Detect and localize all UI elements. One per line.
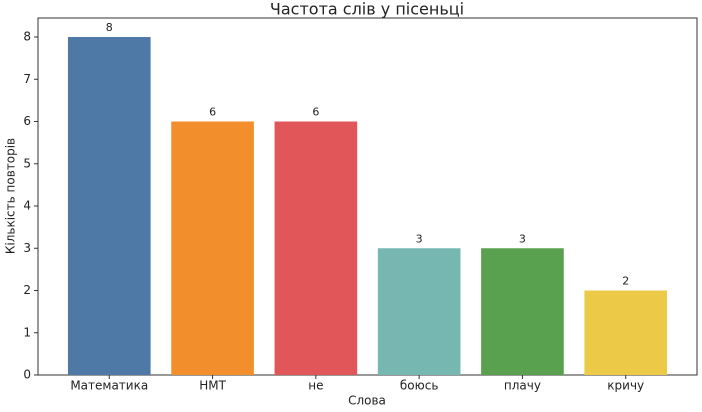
data-label: 3 — [416, 232, 423, 245]
plot-frame — [37, 17, 698, 376]
bar — [584, 290, 668, 375]
data-label: 8 — [106, 21, 113, 34]
data-label: 6 — [209, 106, 216, 119]
bar — [67, 37, 151, 375]
data-label: 2 — [622, 275, 629, 288]
bar — [481, 248, 564, 375]
y-tick-label: 5 — [23, 156, 31, 170]
bar — [377, 248, 461, 375]
y-axis-label: Кількість повторів — [4, 138, 18, 254]
y-tick-label: 4 — [23, 199, 31, 213]
bar — [274, 121, 358, 375]
x-tick-label: боюсь — [400, 379, 439, 393]
x-tick-label: не — [308, 379, 323, 393]
x-tick-label: кричу — [607, 379, 644, 393]
data-label: 3 — [519, 232, 526, 245]
y-tick-label: 3 — [23, 241, 31, 255]
y-tick-label: 7 — [23, 72, 31, 86]
x-tick-label: Математика — [70, 379, 148, 393]
y-tick-label: 6 — [23, 114, 31, 128]
y-tick-label: 0 — [23, 368, 31, 382]
x-axis-label: Слова — [348, 394, 386, 408]
data-label: 6 — [312, 106, 319, 119]
x-tick-label: НМТ — [199, 379, 226, 393]
chart-title: Частота слів у пісеньці — [270, 0, 464, 19]
y-tick-label: 2 — [23, 283, 31, 297]
y-tick-label: 1 — [23, 325, 31, 339]
bar — [171, 121, 254, 375]
x-tick-label: плачу — [504, 379, 541, 393]
y-tick-label: 8 — [23, 30, 31, 44]
